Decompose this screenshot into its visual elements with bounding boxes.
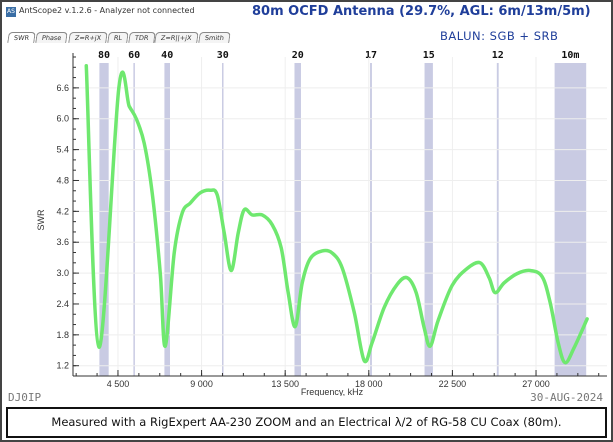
band-20	[294, 63, 301, 376]
swr-curve	[84, 63, 589, 365]
caption: Measured with a RigExpert AA-230 ZOOM an…	[6, 407, 607, 438]
x-axis-label: Frequency, kHz	[301, 387, 364, 396]
band-label: 12	[492, 50, 504, 61]
callsign: DJ0IP	[8, 391, 42, 404]
band-label: 17	[365, 50, 377, 61]
y-tick-label: 6.6	[56, 83, 69, 93]
balun-label: BALUN: SGB + SRB	[440, 29, 559, 43]
band-label: 10m	[561, 50, 579, 61]
app-icon: AS	[6, 7, 16, 17]
band-10m	[554, 63, 587, 376]
antenna-heading: 80m OCFD Antenna (29.7%, AGL: 6m/13m/5m)	[252, 4, 591, 19]
band-label: 30	[217, 50, 229, 61]
title-bar: AS AntScope2 v.1.2.6 - Analyzer not conn…	[2, 2, 611, 22]
band-label: 80	[98, 50, 110, 61]
y-tick-label: 1.2	[56, 361, 69, 371]
band-label: 15	[423, 50, 435, 61]
y-tick-label: 4.2	[56, 206, 69, 216]
x-tick-label: 13 500	[271, 379, 299, 389]
band-shading: 80 60 40 30 20 17 15 12 10m	[98, 50, 587, 376]
y-axis-label: SWR	[36, 209, 46, 230]
x-tick-label: 4 500	[107, 379, 130, 389]
band-17	[370, 63, 372, 376]
y-tick-label: 4.8	[56, 175, 69, 185]
tab-tdr[interactable]: TDR	[127, 32, 156, 43]
tab-bar: SWR Phase Z=R+jX RL TDR Z=R||+jX Smith	[7, 32, 231, 43]
window-title: AntScope2 v.1.2.6 - Analyzer not connect…	[19, 6, 195, 15]
x-tick-label: 18 000	[355, 379, 383, 389]
band-12	[496, 63, 499, 376]
tab-z-series[interactable]: Z=R+jX	[67, 32, 108, 43]
x-tick-label: 22 500	[439, 379, 467, 389]
y-tick-label: 2.4	[56, 299, 69, 309]
axes: 1.2 1.8 2.4 3.0 3.6 4.2 4.8 5.4 6.0 6.6 4 500 9 000…	[56, 53, 607, 389]
band-60	[133, 63, 135, 376]
band-label: 40	[161, 50, 173, 61]
tab-z-parallel[interactable]: Z=R||+jX	[154, 32, 199, 43]
x-tick-label: 9 000	[190, 379, 213, 389]
band-label: 60	[128, 50, 140, 61]
tab-smith[interactable]: Smith	[198, 32, 231, 43]
band-15	[424, 63, 433, 376]
band-40	[164, 63, 170, 376]
measurement-date: 30-AUG-2024	[530, 391, 603, 404]
y-tick-label: 5.4	[56, 145, 69, 155]
band-80	[99, 63, 109, 376]
band-label: 20	[292, 50, 304, 61]
y-tick-label: 3.6	[56, 237, 69, 247]
swr-chart: 80 60 40 30 20 17 15 12 10m 1.2 1.8 2.4 3.0 3.6 4.2 4.…	[36, 50, 607, 396]
tab-phase[interactable]: Phase	[35, 32, 69, 43]
grid	[73, 57, 607, 376]
tab-rl[interactable]: RL	[106, 32, 129, 43]
y-tick-label: 1.8	[56, 330, 69, 340]
y-tick-label: 3.0	[56, 268, 69, 278]
x-tick-label: 27 000	[522, 379, 550, 389]
tab-swr[interactable]: SWR	[7, 32, 36, 43]
y-tick-label: 6.0	[56, 114, 69, 124]
